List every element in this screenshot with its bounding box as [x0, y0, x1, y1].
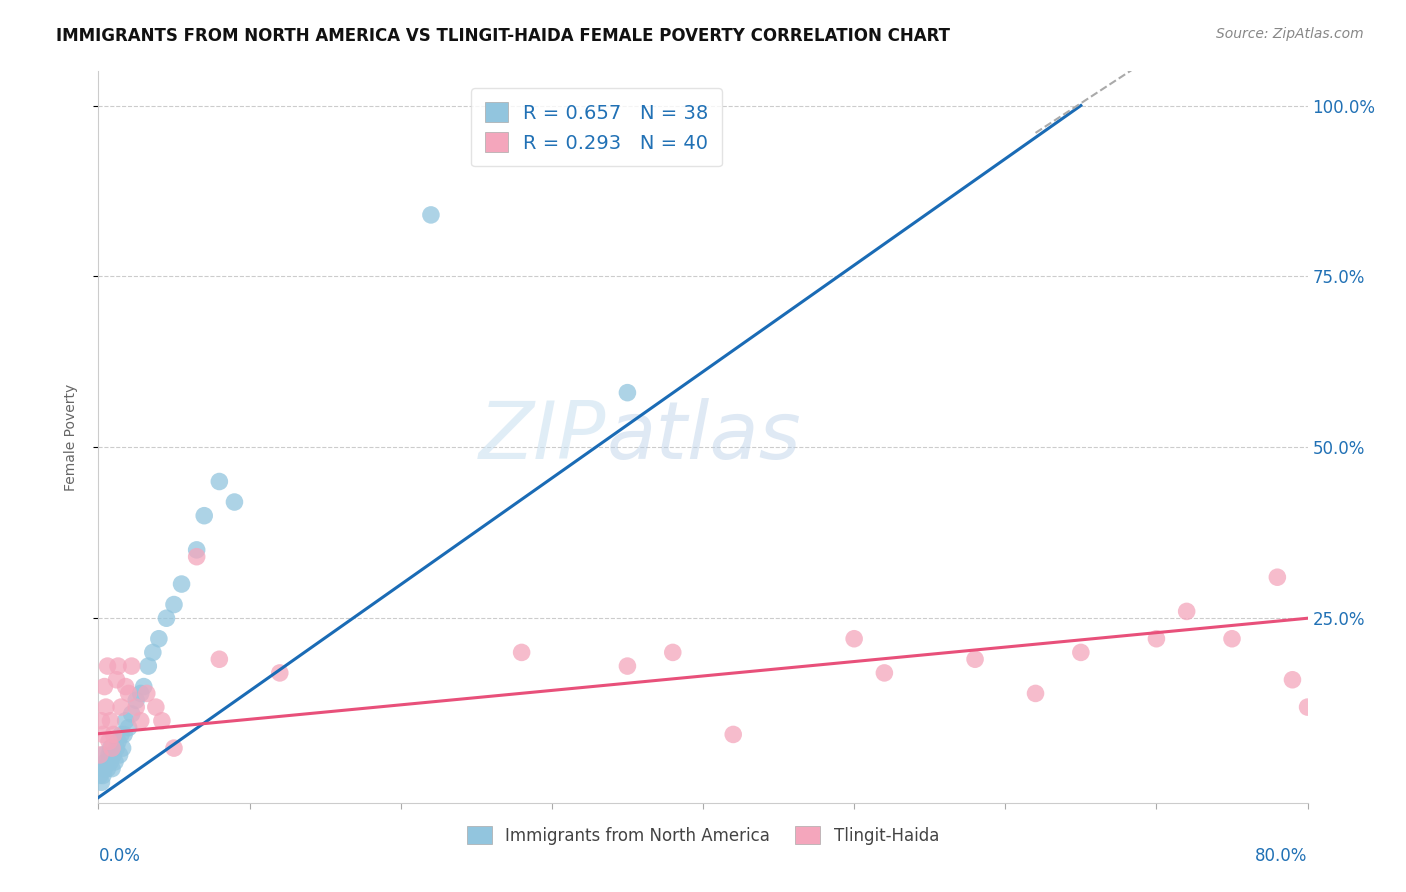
Point — [129, 714, 152, 728]
Point — [616, 385, 638, 400]
Point — [94, 700, 117, 714]
Point — [1267, 570, 1289, 584]
Point — [121, 659, 143, 673]
Point — [110, 727, 132, 741]
Point — [142, 645, 165, 659]
Point — [101, 741, 124, 756]
Point — [96, 659, 118, 673]
Point — [118, 686, 141, 700]
Point — [107, 659, 129, 673]
Point — [193, 508, 215, 523]
Point — [1296, 700, 1319, 714]
Point — [1281, 673, 1303, 687]
Point — [94, 755, 117, 769]
Point — [91, 727, 114, 741]
Text: 0.0%: 0.0% — [98, 847, 141, 864]
Point — [1144, 632, 1167, 646]
Point — [90, 762, 112, 776]
Point — [90, 775, 112, 789]
Point — [163, 598, 186, 612]
Point — [93, 762, 115, 776]
Point — [112, 727, 135, 741]
Point — [129, 686, 152, 700]
Point — [1070, 645, 1092, 659]
Text: Source: ZipAtlas.com: Source: ZipAtlas.com — [1216, 27, 1364, 41]
Point — [510, 645, 533, 659]
Point — [661, 645, 683, 659]
Point — [91, 747, 114, 762]
Point — [108, 747, 131, 762]
Point — [208, 652, 231, 666]
Point — [100, 714, 122, 728]
Point — [186, 549, 208, 564]
Point — [420, 208, 443, 222]
Point — [103, 727, 125, 741]
Point — [91, 768, 114, 782]
Point — [101, 762, 124, 776]
Point — [125, 700, 148, 714]
Point — [844, 632, 866, 646]
Point — [110, 700, 132, 714]
Point — [93, 680, 115, 694]
Y-axis label: Female Poverty: Female Poverty — [63, 384, 77, 491]
Point — [89, 768, 111, 782]
Point — [114, 714, 136, 728]
Point — [125, 693, 148, 707]
Point — [1175, 604, 1198, 618]
Point — [163, 741, 186, 756]
Point — [148, 632, 170, 646]
Point — [105, 673, 128, 687]
Text: 80.0%: 80.0% — [1256, 847, 1308, 864]
Legend: Immigrants from North America, Tlingit-Haida: Immigrants from North America, Tlingit-H… — [458, 818, 948, 853]
Point — [100, 755, 122, 769]
Point — [1024, 686, 1046, 700]
Point — [170, 577, 193, 591]
Text: ZIP: ZIP — [479, 398, 606, 476]
Text: atlas: atlas — [606, 398, 801, 476]
Point — [224, 495, 246, 509]
Point — [121, 706, 143, 721]
Text: IMMIGRANTS FROM NORTH AMERICA VS TLINGIT-HAIDA FEMALE POVERTY CORRELATION CHART: IMMIGRANTS FROM NORTH AMERICA VS TLINGIT… — [56, 27, 950, 45]
Point — [98, 747, 121, 762]
Point — [208, 475, 231, 489]
Point — [100, 741, 122, 756]
Point — [111, 741, 134, 756]
Point — [145, 700, 167, 714]
Point — [135, 686, 157, 700]
Point — [114, 680, 136, 694]
Point — [1220, 632, 1243, 646]
Point — [104, 755, 127, 769]
Point — [118, 721, 141, 735]
Point — [136, 659, 159, 673]
Point — [96, 762, 118, 776]
Point — [186, 542, 208, 557]
Point — [873, 665, 896, 680]
Point — [155, 611, 177, 625]
Point — [103, 747, 125, 762]
Point — [105, 741, 128, 756]
Point — [89, 747, 111, 762]
Point — [90, 714, 112, 728]
Point — [616, 659, 638, 673]
Point — [965, 652, 987, 666]
Point — [98, 734, 121, 748]
Point — [150, 714, 173, 728]
Point — [132, 680, 155, 694]
Point — [107, 734, 129, 748]
Point — [723, 727, 745, 741]
Point — [269, 665, 291, 680]
